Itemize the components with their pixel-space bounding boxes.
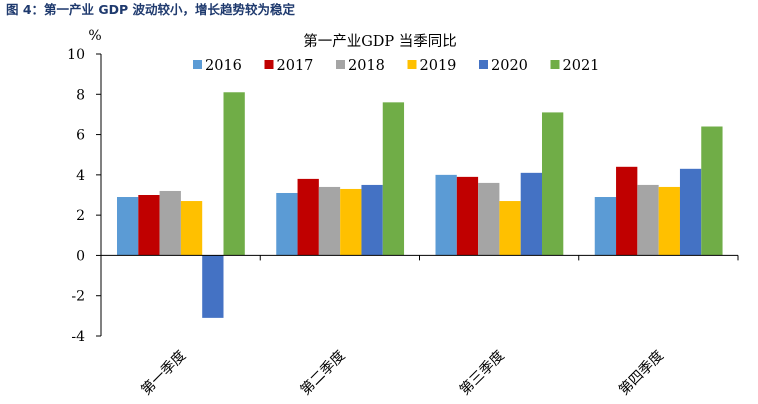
bar-2019-1 xyxy=(180,201,203,256)
x-category-label: 第四季度 xyxy=(615,347,667,399)
bar-2019-3 xyxy=(499,201,521,256)
y-tick-label: 4 xyxy=(76,168,85,184)
y-tick-label: 10 xyxy=(67,47,85,63)
x-category-label: 第二季度 xyxy=(297,347,349,399)
y-axis-unit-label: % xyxy=(88,28,101,44)
bar-2017-4 xyxy=(616,166,638,256)
legend-label-2020: 2020 xyxy=(491,58,528,74)
bar-2020-1 xyxy=(202,255,224,318)
bar-2020-2 xyxy=(361,184,383,256)
y-tick-label: -4 xyxy=(71,329,85,345)
legend-label-2021: 2021 xyxy=(563,58,600,74)
bar-2021-3 xyxy=(542,112,564,256)
legend-swatch-2018 xyxy=(336,60,345,69)
y-tick-label: 6 xyxy=(76,128,85,144)
legend-label-2019: 2019 xyxy=(420,58,457,74)
y-tick-label: 0 xyxy=(76,248,85,264)
bar-2016-3 xyxy=(435,174,457,256)
legend-label-2017: 2017 xyxy=(277,58,314,74)
legend-swatch-2016 xyxy=(193,60,202,69)
figure-caption: 图 4：第一产业 GDP 波动较小，增长趋势较为稳定 xyxy=(6,2,296,17)
legend-label-2018: 2018 xyxy=(348,58,385,74)
bar-2021-4 xyxy=(701,126,723,256)
bar-2017-3 xyxy=(456,176,479,256)
bar-2017-1 xyxy=(138,195,160,256)
legend-swatch-2021 xyxy=(550,60,560,69)
legend-swatch-2019 xyxy=(407,60,417,69)
bar-2020-4 xyxy=(679,168,702,256)
bar-2016-4 xyxy=(594,197,617,256)
legend-label-2016: 2016 xyxy=(205,58,242,74)
chart-title: 第一产业GDP 当季同比 xyxy=(303,32,457,50)
bar-2018-2 xyxy=(318,186,341,256)
y-tick-label: -2 xyxy=(71,289,85,305)
chart-legend: 2016 2017 2018 2019 2020 2021 xyxy=(193,58,599,74)
legend-swatch-2020 xyxy=(479,60,488,69)
x-category-label: 第三季度 xyxy=(456,347,508,399)
bar-2018-4 xyxy=(637,184,659,256)
bar-2018-3 xyxy=(478,182,500,256)
bar-2020-3 xyxy=(520,172,542,256)
x-category-label: 第一季度 xyxy=(138,347,190,399)
y-tick-label: 2 xyxy=(76,208,85,224)
bar-2017-2 xyxy=(297,178,319,256)
bar-2019-2 xyxy=(340,188,362,256)
bar-2016-2 xyxy=(276,192,298,256)
bar-2021-1 xyxy=(223,92,245,256)
bar-2019-4 xyxy=(658,186,680,256)
bars-group xyxy=(117,92,723,318)
bar-2018-1 xyxy=(159,190,181,256)
legend-swatch-2017 xyxy=(264,60,274,69)
bar-2016-1 xyxy=(117,197,139,256)
bar-2021-2 xyxy=(382,102,405,256)
y-tick-label: 8 xyxy=(76,87,85,103)
